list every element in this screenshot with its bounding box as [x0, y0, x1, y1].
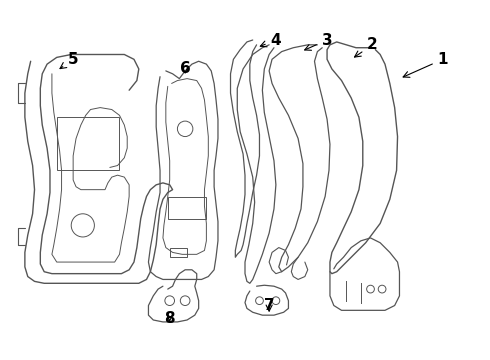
Text: 5: 5: [60, 52, 78, 69]
Text: 2: 2: [355, 37, 378, 57]
Text: 1: 1: [403, 52, 448, 77]
Bar: [168, 197, 206, 219]
Text: 8: 8: [164, 311, 175, 325]
Text: 6: 6: [180, 62, 191, 76]
Text: 3: 3: [305, 32, 332, 50]
Text: 4: 4: [260, 32, 281, 48]
Bar: [170, 248, 187, 257]
Bar: [57, 117, 120, 170]
Text: 7: 7: [264, 298, 274, 313]
